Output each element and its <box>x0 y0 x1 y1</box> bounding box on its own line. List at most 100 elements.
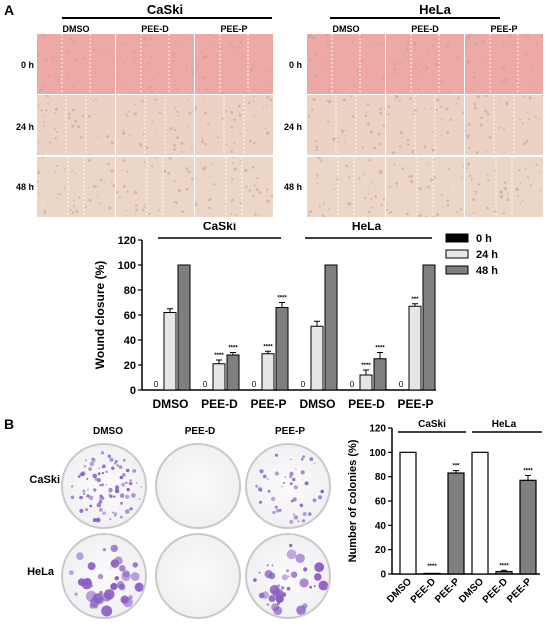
caski-row-label-0h: 0 h <box>20 60 34 70</box>
colony-dish <box>245 533 331 619</box>
bar <box>471 451 489 575</box>
scratch-image <box>195 95 273 155</box>
colony-dish <box>61 443 147 529</box>
y-tick-label: 120 <box>118 235 136 247</box>
legend-label: 0 h <box>476 233 492 245</box>
scratch-image <box>465 95 543 155</box>
caski-row-label-48h: 48 h <box>15 182 34 192</box>
y-axis-label: Number of colonies (%) <box>347 439 359 562</box>
y-tick-label: 0 <box>130 385 136 397</box>
x-tick-label: PEE-D <box>481 576 510 605</box>
significance-label: **** <box>263 344 273 350</box>
caski-col-label-pee-d: PEE-D <box>141 24 169 34</box>
legend-swatch <box>445 249 469 259</box>
zero-value-label: 0 <box>154 380 159 389</box>
significance-label: **** <box>499 563 509 569</box>
bar <box>261 353 275 391</box>
bar <box>495 570 513 575</box>
scratch-image <box>386 157 464 217</box>
zero-value-label: 0 <box>301 380 306 389</box>
bar <box>373 358 387 391</box>
legend-label: 48 h <box>476 265 498 277</box>
hela-row-label-24h: 24 h <box>283 122 302 132</box>
hela-image-group-title: HeLa <box>419 2 451 17</box>
y-tick-label: 0 <box>380 570 386 581</box>
group-label-caski: CaSki <box>418 419 446 430</box>
zero-value-label: 0 <box>399 380 404 389</box>
bar <box>212 363 226 391</box>
colony-dish <box>245 443 331 529</box>
bar <box>310 325 324 391</box>
legend-swatch <box>445 265 469 275</box>
significance-label: **** <box>523 468 533 474</box>
legend-label: 24 h <box>476 249 498 261</box>
caski-col-label-pee-p: PEE-P <box>220 24 248 34</box>
y-tick-label: 40 <box>124 335 136 347</box>
scratch-image <box>195 157 273 217</box>
significance-label: *** <box>411 297 419 303</box>
scratch-image <box>37 95 115 155</box>
x-tick-label: DMSO <box>300 397 336 411</box>
bar <box>324 264 338 391</box>
caski-image-group-underline <box>62 17 272 19</box>
group-label-hela: HeLa <box>352 222 382 233</box>
y-tick-label: 60 <box>124 310 136 322</box>
scratch-image <box>465 34 543 94</box>
y-tick-label: 20 <box>375 545 387 556</box>
x-tick-label: PEE-P <box>397 397 433 411</box>
x-tick-label: PEE-D <box>201 397 238 411</box>
colony-row-label-caski: CaSki <box>29 474 60 486</box>
x-tick-label: PEE-D <box>409 576 438 605</box>
significance-label: **** <box>228 346 238 352</box>
panel-a-letter: A <box>4 2 15 18</box>
y-tick-label: 100 <box>118 260 136 272</box>
hela-col-label-pee-d: PEE-D <box>411 24 439 34</box>
scratch-image <box>37 157 115 217</box>
y-tick-label: 20 <box>124 360 136 372</box>
bar <box>275 307 289 391</box>
colony-dish <box>155 533 241 619</box>
caski-row-label-24h: 24 h <box>15 122 34 132</box>
scratch-image <box>307 95 385 155</box>
scratch-image <box>116 34 194 94</box>
bar <box>226 354 240 391</box>
legend-swatch <box>445 233 469 243</box>
panel-b-letter: B <box>4 416 15 432</box>
colony-dish <box>155 443 241 529</box>
colony-col-label-pee-d: PEE-D <box>184 426 216 437</box>
group-label-caski: CaSki <box>203 222 236 233</box>
x-tick-label: DMSO <box>385 576 414 605</box>
y-tick-label: 80 <box>375 472 387 483</box>
x-tick-label: DMSO <box>457 576 486 605</box>
significance-label: **** <box>375 346 385 352</box>
scratch-image <box>386 95 464 155</box>
bar <box>359 374 373 391</box>
scratch-image <box>386 34 464 94</box>
y-axis-label: Wound closure (%) <box>93 261 107 369</box>
scratch-image <box>37 34 115 94</box>
significance-label: **** <box>214 353 224 359</box>
bar <box>399 451 417 575</box>
scratch-image <box>116 95 194 155</box>
y-tick-label: 40 <box>375 521 387 532</box>
y-tick-label: 100 <box>369 448 386 459</box>
x-tick-label: DMSO <box>153 397 189 411</box>
hela-col-label-dmso: DMSO <box>332 24 360 34</box>
colony-col-label-pee-p: PEE-P <box>274 426 305 437</box>
bar <box>163 312 177 391</box>
bar <box>519 479 537 575</box>
significance-label: **** <box>361 363 371 369</box>
significance-label: *** <box>452 464 460 470</box>
zero-value-label: 0 <box>350 380 355 389</box>
hela-row-label-48h: 48 h <box>283 182 302 192</box>
zero-value-label: 0 <box>203 380 208 389</box>
scratch-image <box>465 157 543 217</box>
hela-image-group-underline <box>330 17 500 19</box>
colony-col-label-dmso: DMSO <box>93 426 123 437</box>
significance-label: **** <box>277 296 287 302</box>
x-tick-label: PEE-D <box>348 397 385 411</box>
bar <box>177 264 191 391</box>
scratch-image <box>307 34 385 94</box>
scratch-image <box>307 157 385 217</box>
y-tick-label: 60 <box>375 497 387 508</box>
